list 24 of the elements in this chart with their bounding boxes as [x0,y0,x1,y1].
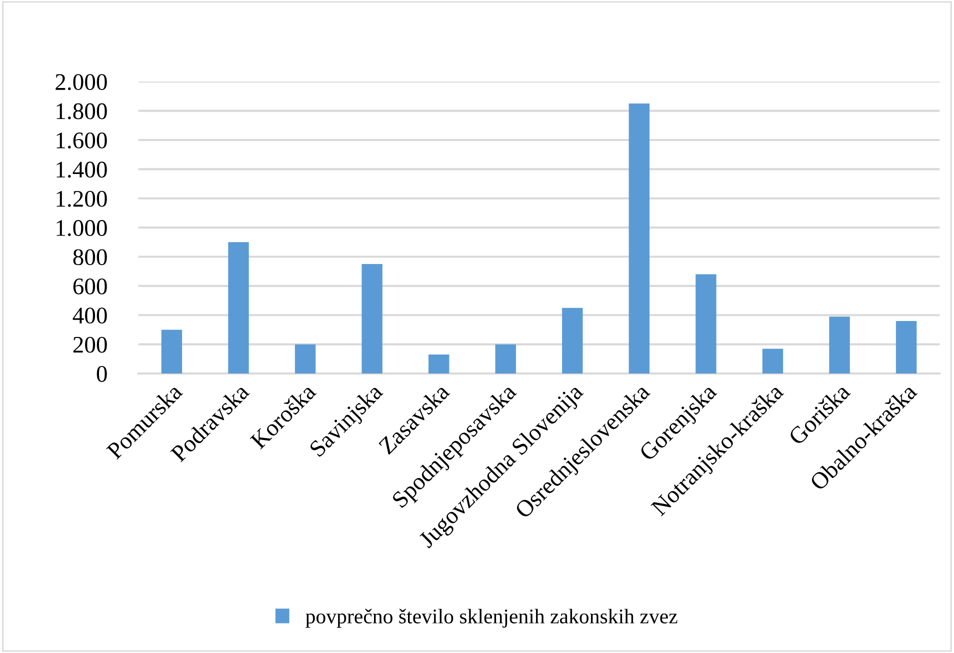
y-tick-label: 0 [96,366,107,382]
legend-label: povprečno število sklenjenih zakonskih zvez [306,608,678,628]
y-tick-label: 1.200 [56,190,107,207]
y-tick-label: 800 [73,249,107,266]
y-tick-label: 400 [72,308,107,324]
y-tick-label: 1.400 [56,162,107,178]
bar [628,104,650,374]
bar [495,344,516,374]
y-tick-label: 600 [73,278,107,294]
bar [696,274,716,374]
y-tick-label: 1.000 [56,220,107,236]
bar [896,320,917,374]
y-tick-label: 200 [73,336,107,353]
bar [161,330,182,374]
bar [362,264,382,374]
y-tick-label: 1.800 [56,103,107,120]
bar [294,344,316,374]
bar [428,354,450,374]
y-tick-label: 1.600 [56,132,107,149]
bar [829,316,850,374]
bar [228,242,249,374]
bar [762,348,784,374]
y-tick-label: 2.000 [56,74,107,90]
bar [562,308,583,374]
